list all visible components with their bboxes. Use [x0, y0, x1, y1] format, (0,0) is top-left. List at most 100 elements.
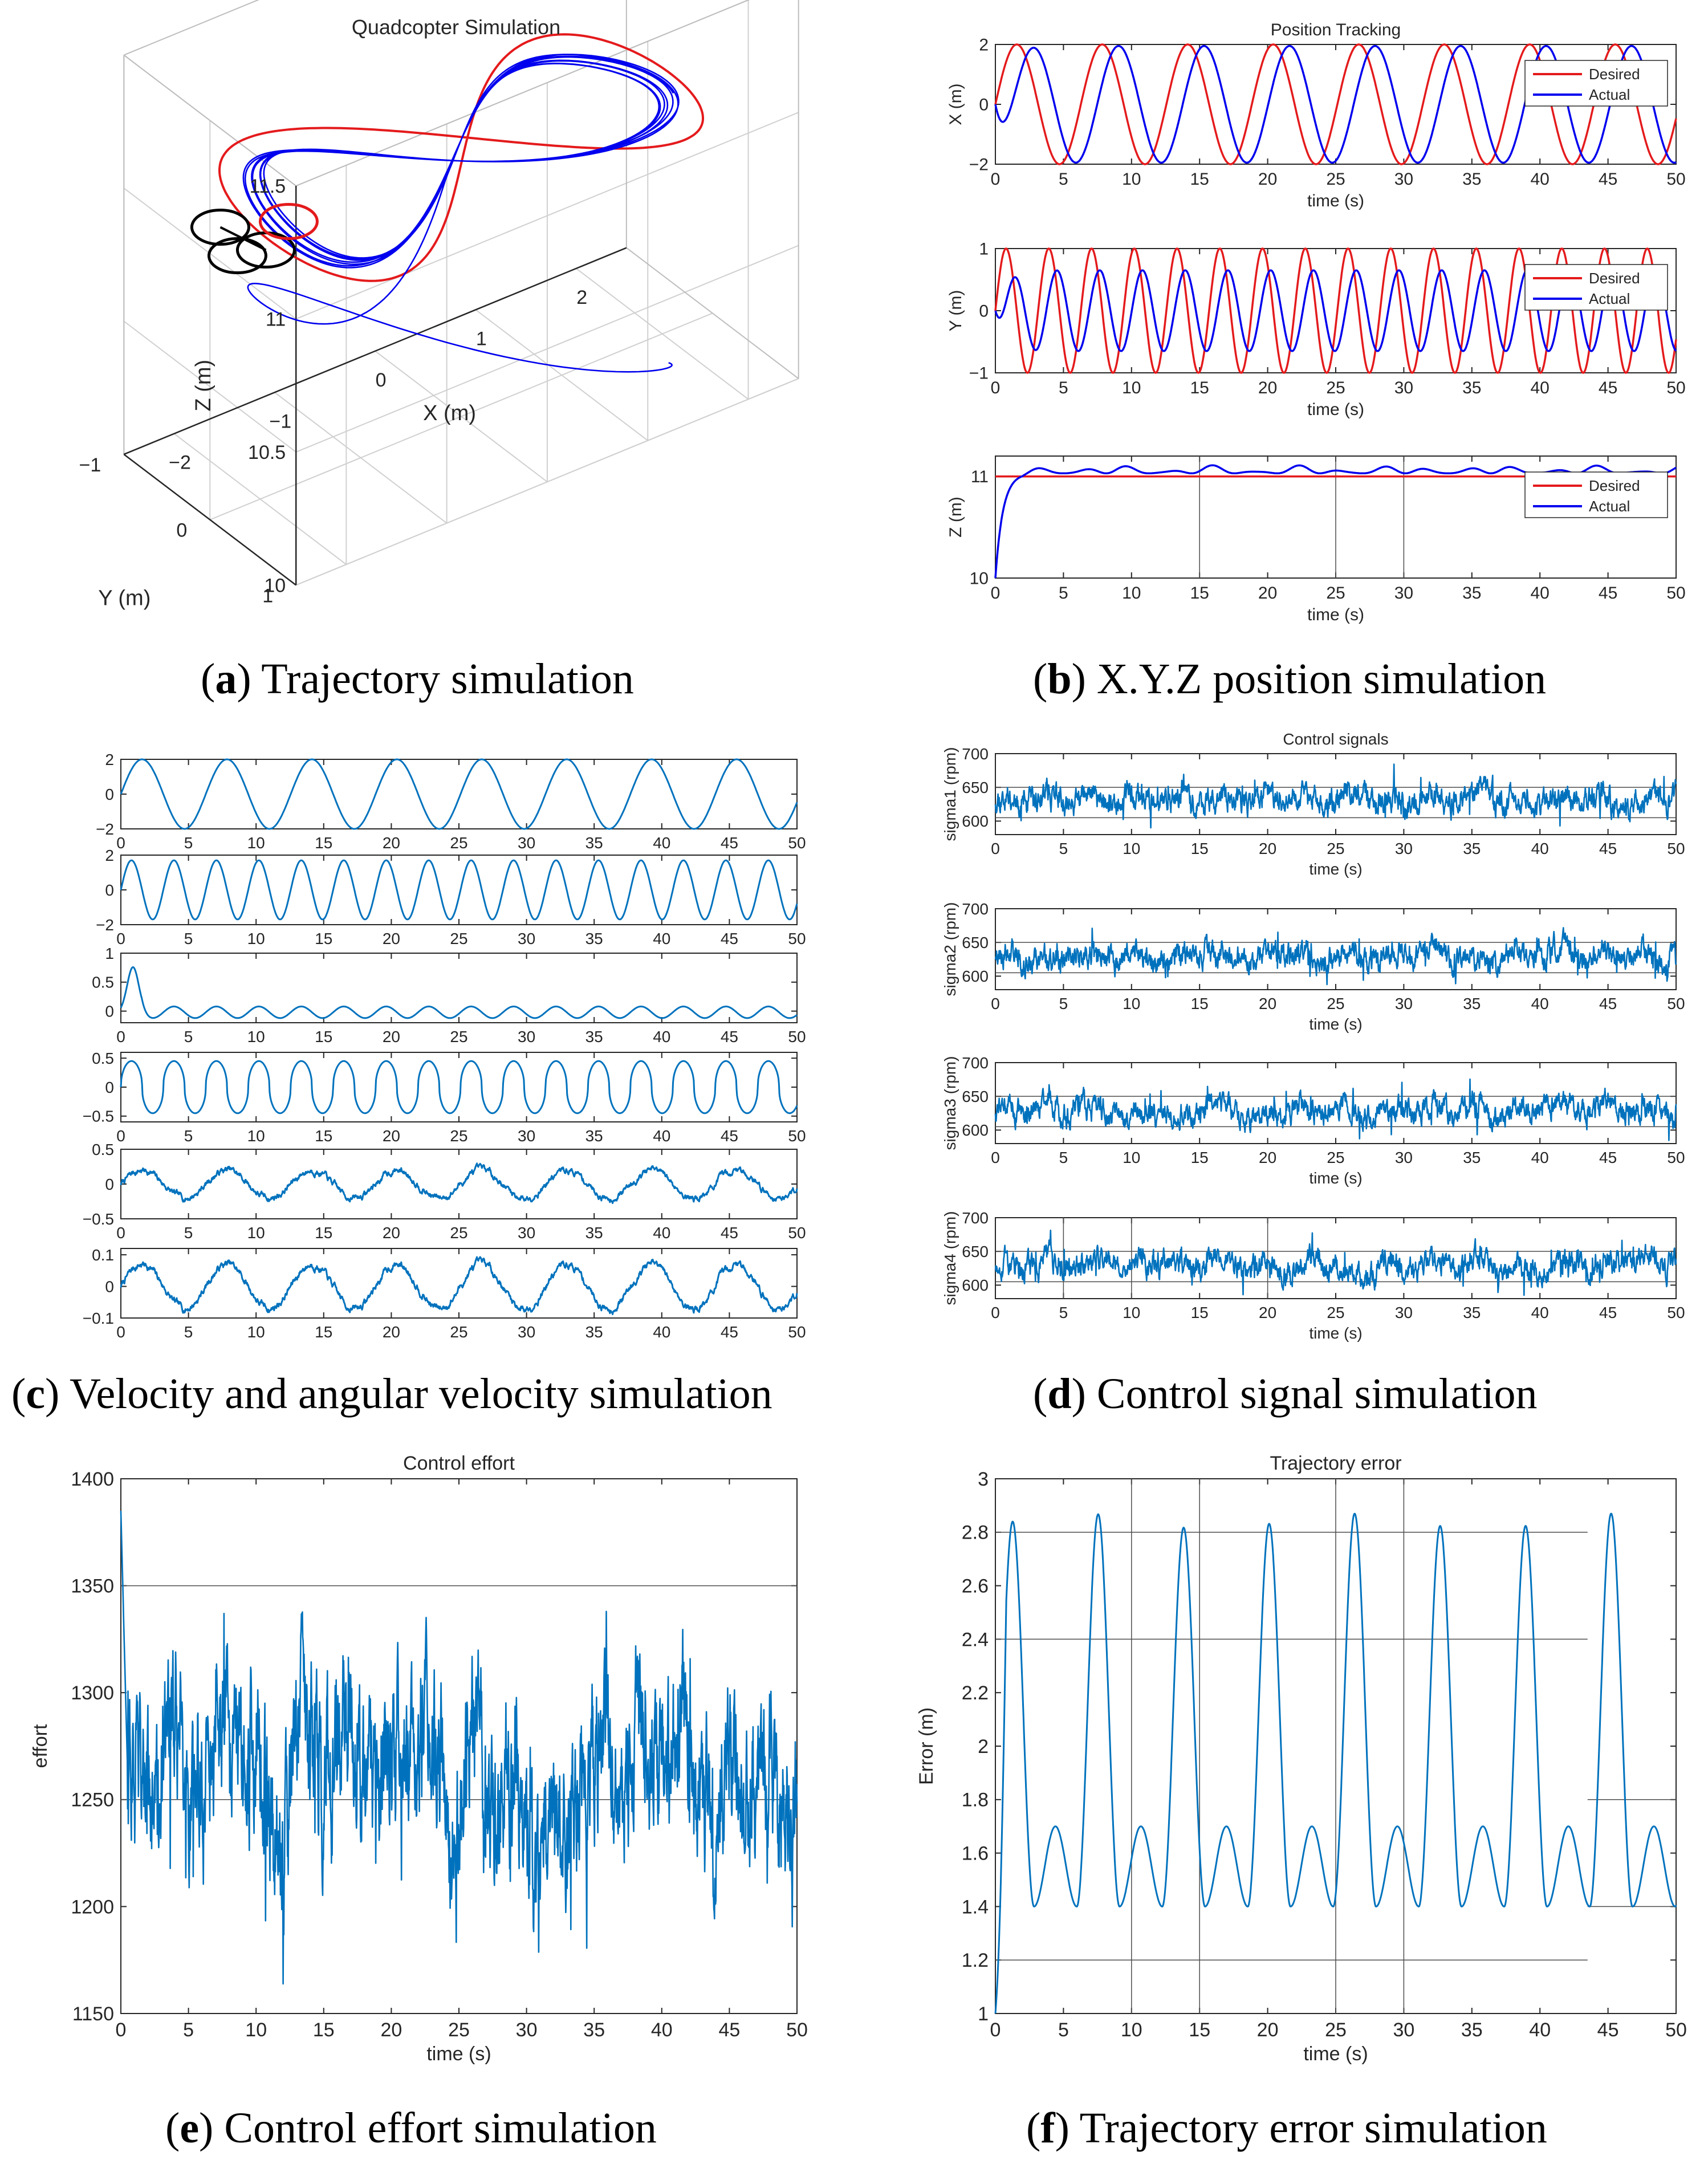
y-axis-line: [123, 453, 296, 586]
c5-xtick-label: 20: [383, 1224, 400, 1242]
e-xtick-label: 5: [183, 2019, 194, 2041]
f-xtick-label: 20: [1257, 2019, 1279, 2041]
c5-xtick-label: 40: [653, 1224, 670, 1242]
d1-xtick-label: 15: [1191, 840, 1209, 857]
c2-ytick-label: 2: [105, 847, 114, 864]
f-xtick-label: 25: [1325, 2019, 1347, 2041]
b1-xtick-label: 40: [1531, 170, 1550, 189]
e-title: Control effort: [403, 1453, 515, 1474]
a-actual-trajectory: [242, 54, 680, 373]
d4-series: [994, 1229, 1677, 1296]
c1-xtick-label: 0: [116, 834, 125, 852]
d2-xtick-label: 45: [1599, 995, 1617, 1012]
e-ylabel: effort: [30, 1724, 51, 1768]
f-xtick-label: 50: [1665, 2019, 1687, 2041]
grid-floor-y: [209, 312, 713, 520]
c1-xtick-label: 35: [585, 834, 603, 852]
c1-ytick-label: −2: [96, 820, 114, 838]
d2-xtick-label: 30: [1395, 995, 1413, 1012]
b3-xtick-label: 20: [1258, 584, 1277, 603]
d3-xtick-label: 25: [1327, 1149, 1344, 1166]
c6-series: [120, 1256, 798, 1315]
c2-xtick-label: 10: [247, 930, 265, 947]
c6-xtick-label: 45: [721, 1323, 738, 1341]
c3-xtick-label: 45: [721, 1028, 738, 1046]
c1-xtick-label: 25: [450, 834, 467, 852]
f-ytick-label: 1.4: [962, 1896, 989, 1918]
a-quadrotor-rotor: [258, 203, 319, 241]
c2-xtick-label: 50: [788, 930, 806, 947]
c3-series: [120, 966, 798, 1019]
b3-xtick-label: 15: [1190, 584, 1209, 603]
b3-xtick-label: 30: [1394, 584, 1413, 603]
b1-ylabel: X (m): [946, 83, 965, 125]
e-ytick-label: 1300: [71, 1682, 114, 1704]
caption-d: (d) Control signal simulation: [1033, 1370, 1538, 1418]
b1-xtick-label: 5: [1059, 170, 1068, 189]
c1-xtick-label: 5: [184, 834, 193, 852]
e-xtick-label: 50: [786, 2019, 808, 2041]
a-ztick-label: 11.5: [250, 176, 286, 197]
c1-xtick-label: 15: [315, 834, 332, 852]
c2-series: [120, 859, 798, 921]
c6-xtick-label: 40: [653, 1323, 670, 1341]
b2-xtick-label: 40: [1531, 379, 1550, 397]
b1-ytick-label: 0: [979, 96, 989, 115]
c2-xtick-label: 0: [116, 930, 125, 947]
b1-xtick-label: 0: [991, 170, 1001, 189]
b2-xtick-label: 15: [1190, 379, 1209, 397]
a-xtick-label: 1: [476, 328, 487, 349]
c4-xtick-label: 40: [653, 1127, 670, 1145]
c5-xtick-label: 35: [585, 1224, 603, 1242]
d1-ylabel: sigma1 (rpm): [941, 747, 959, 841]
c2-xtick-label: 45: [721, 930, 738, 947]
c3-xtick-label: 25: [450, 1028, 467, 1046]
c4-series: [120, 1060, 798, 1114]
caption-c: (c) Velocity and angular velocity simula…: [11, 1370, 772, 1418]
c2-ytick-label: 0: [105, 881, 114, 899]
c3-xtick-label: 40: [653, 1028, 670, 1046]
e-xtick-label: 15: [313, 2019, 335, 2041]
d4-xtick-label: 45: [1599, 1304, 1617, 1321]
d1-xlabel: time (s): [1309, 860, 1362, 878]
c1-xtick-label: 45: [721, 834, 738, 852]
f-series: [994, 1512, 1677, 2014]
f-xtick-label: 35: [1461, 2019, 1483, 2041]
c6-xtick-label: 20: [383, 1323, 400, 1341]
b1-ytick-label: −2: [969, 156, 989, 174]
d2-xtick-label: 20: [1259, 995, 1276, 1012]
c6-xtick-label: 25: [450, 1323, 467, 1341]
d1-series: [994, 763, 1677, 829]
e-xtick-label: 10: [245, 2019, 267, 2041]
b3-xtick-label: 50: [1666, 584, 1685, 603]
c5-xtick-label: 25: [450, 1224, 467, 1242]
e-xtick-label: 25: [448, 2019, 470, 2041]
a-xtick-label: 2: [576, 287, 587, 308]
a-xtick-label: −1: [269, 410, 291, 432]
caption-f: (f) Trajectory error simulation: [1026, 2104, 1547, 2152]
b3-series-actual: [994, 464, 1677, 579]
d4-ylabel: sigma4 (rpm): [941, 1211, 959, 1305]
c3-xtick-label: 30: [518, 1028, 535, 1046]
a-ztick-label: 10: [264, 575, 286, 596]
b2-xtick-label: 45: [1599, 379, 1617, 397]
box-edge: [123, 54, 296, 186]
e-frame: [120, 1478, 798, 2014]
b2-xtick-label: 35: [1462, 379, 1481, 397]
d3-xtick-label: 15: [1191, 1149, 1209, 1166]
d4-xtick-label: 10: [1123, 1304, 1140, 1321]
c3-xtick-label: 50: [788, 1028, 806, 1046]
d4-ytick-label: 650: [962, 1243, 989, 1260]
c4-ytick-label: −0.5: [83, 1108, 114, 1125]
d2-ylabel: sigma2 (rpm): [941, 902, 959, 996]
c4-xtick-label: 20: [383, 1127, 400, 1145]
b1-xtick-label: 10: [1122, 170, 1141, 189]
caption-a: (a) Trajectory simulation: [201, 655, 634, 703]
c4-xtick-label: 10: [247, 1127, 265, 1145]
d2-xtick-label: 40: [1531, 995, 1549, 1012]
d3-ytick-label: 650: [962, 1088, 989, 1105]
c6-xtick-label: 50: [788, 1323, 806, 1341]
e-xtick-label: 0: [116, 2019, 127, 2041]
b1-xtick-label: 50: [1666, 170, 1685, 189]
d4-xtick-label: 15: [1191, 1304, 1209, 1321]
